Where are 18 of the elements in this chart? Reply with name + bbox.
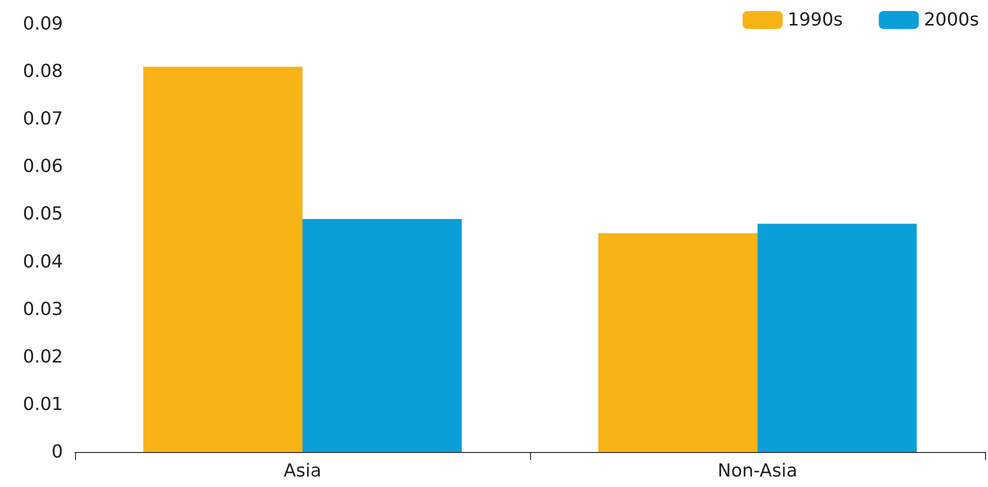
y-tick-label: 0.03	[22, 298, 63, 320]
y-tick-label: 0.07	[22, 108, 63, 130]
y-tick-label: 0	[52, 442, 63, 462]
y-tick-label: 0.02	[22, 346, 63, 368]
y-tick-label: 0.01	[22, 394, 63, 415]
bar	[598, 233, 758, 452]
y-tick-label: 0.09	[22, 14, 63, 34]
y-tick-label: 0.04	[22, 251, 63, 272]
x-tick-label: Non-Asia	[718, 460, 798, 482]
y-tick-label: 0.08	[22, 61, 63, 82]
y-tick-label: 0.06	[22, 156, 63, 178]
bar	[302, 218, 462, 452]
x-tick-label: Asia	[284, 460, 322, 482]
y-tick-label: 0.05	[22, 204, 63, 225]
legend-label: 1990s	[788, 10, 843, 30]
bar	[758, 224, 917, 452]
legend-label: 2000s	[924, 10, 979, 30]
bar	[143, 66, 302, 452]
